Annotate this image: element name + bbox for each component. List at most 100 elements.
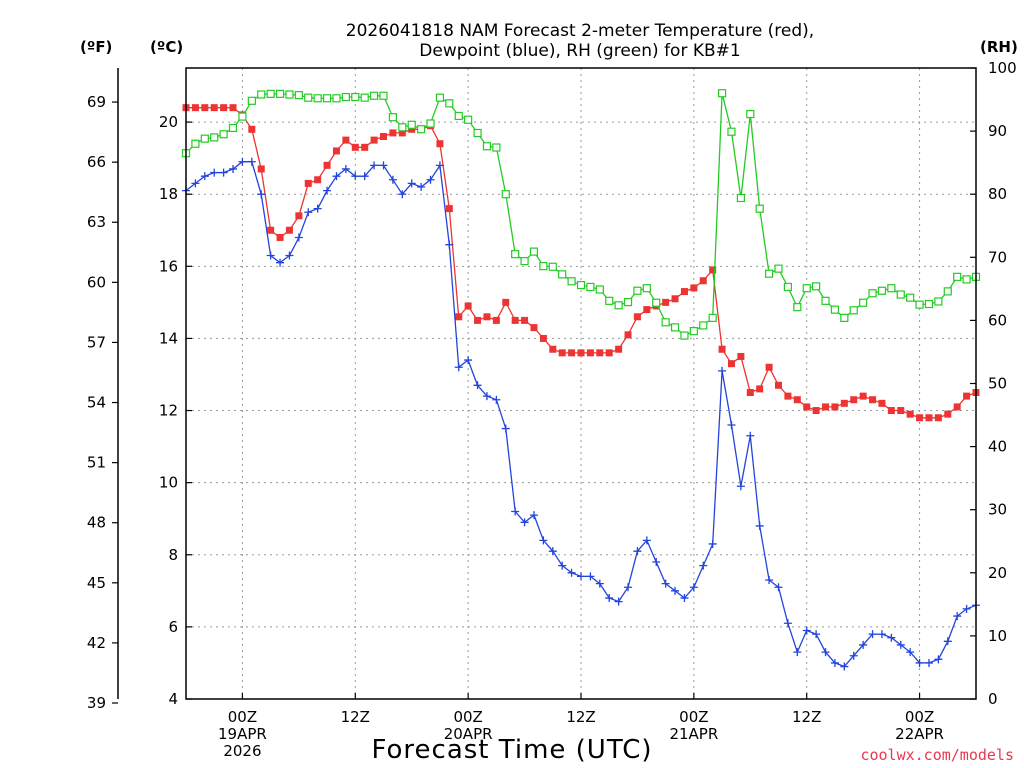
rh-point bbox=[774, 264, 783, 273]
rh-point bbox=[595, 285, 604, 294]
dewpoint-point bbox=[398, 190, 407, 199]
credit-link[interactable]: coolwx.com/models bbox=[860, 746, 1014, 764]
dewpoint-point bbox=[200, 172, 209, 181]
temperature-point bbox=[963, 392, 971, 400]
x-tick-label: 12Z bbox=[792, 708, 821, 726]
rh-tick-label: 70 bbox=[988, 248, 1007, 266]
rh-point bbox=[633, 286, 642, 295]
x-axis-label: Forecast Time (UTC) bbox=[371, 735, 652, 765]
dewpoint-point bbox=[529, 511, 538, 520]
x-tick-label: 00Z bbox=[905, 708, 934, 726]
rh-point bbox=[511, 250, 520, 259]
dewpoint-point bbox=[680, 594, 689, 603]
rh-point bbox=[200, 134, 209, 143]
dewpoint-point bbox=[671, 586, 680, 595]
dewpoint-point bbox=[520, 518, 529, 527]
rh-point bbox=[191, 139, 200, 148]
dewpoint-point bbox=[859, 640, 868, 649]
dewpoint-point bbox=[492, 395, 501, 404]
dewpoint-point bbox=[812, 630, 821, 639]
dewpoint-point bbox=[821, 648, 830, 657]
dewpoint-point bbox=[577, 572, 585, 581]
rh-point bbox=[501, 190, 510, 199]
temperature-point bbox=[370, 136, 378, 144]
rh-point bbox=[398, 123, 407, 132]
rh-tick-label: 30 bbox=[988, 501, 1007, 519]
dewpoint-point bbox=[736, 482, 745, 491]
dewpoint-point bbox=[482, 392, 491, 401]
dewpoint-point bbox=[755, 521, 764, 530]
dewpoint-point bbox=[633, 547, 642, 556]
dewpoint-point bbox=[708, 539, 717, 548]
x-tick-label: 00Z bbox=[453, 708, 482, 726]
dewpoint-point bbox=[586, 572, 595, 581]
temperature-point bbox=[671, 295, 679, 303]
temperature-point bbox=[869, 396, 877, 404]
fahrenheit-tick-label: 63 bbox=[87, 213, 106, 231]
rh-point bbox=[417, 125, 426, 134]
dewpoint-point bbox=[548, 547, 557, 556]
rh-point bbox=[652, 298, 661, 307]
dewpoint-point bbox=[830, 658, 839, 667]
rh-point bbox=[783, 282, 793, 292]
rh-point bbox=[435, 93, 445, 102]
dewpoint-point bbox=[924, 658, 933, 667]
rh-point bbox=[605, 296, 614, 305]
dewpoint-point bbox=[407, 179, 416, 188]
temperature-point bbox=[276, 233, 284, 241]
rh-point bbox=[454, 111, 463, 121]
temperature-point bbox=[511, 316, 519, 324]
temperature-point bbox=[408, 125, 416, 133]
temperature-point bbox=[615, 345, 623, 353]
dewpoint-point bbox=[934, 655, 943, 664]
rh-point bbox=[492, 143, 501, 152]
x-tick-label: 21APR bbox=[669, 725, 718, 743]
dewpoint-point bbox=[699, 561, 708, 570]
rh-point bbox=[520, 256, 529, 266]
fahrenheit-tick-label: 66 bbox=[87, 153, 106, 171]
x-tick-label: 19APR bbox=[218, 725, 267, 743]
dewpoint-point bbox=[689, 583, 698, 592]
rh-tick-label: 90 bbox=[988, 122, 1007, 140]
rh-point bbox=[802, 284, 811, 293]
x-tick-label: 00Z bbox=[228, 708, 257, 726]
dewpoint-point bbox=[558, 561, 567, 570]
temperature-point bbox=[455, 313, 463, 321]
temperature-point bbox=[746, 389, 754, 397]
fahrenheit-tick-label: 69 bbox=[87, 93, 106, 111]
temperature-point bbox=[323, 161, 331, 169]
fahrenheit-tick-label: 42 bbox=[87, 634, 106, 652]
temperature-point bbox=[577, 349, 585, 357]
dewpoint-point bbox=[323, 186, 332, 195]
temperature-point bbox=[586, 349, 594, 357]
temperature-point bbox=[765, 363, 773, 371]
rh-point bbox=[473, 128, 482, 138]
dewpoint-point bbox=[388, 175, 397, 184]
temperature-line bbox=[186, 107, 977, 419]
dewpoint-point bbox=[906, 648, 915, 657]
dewpoint-point bbox=[351, 172, 360, 181]
dewpoint-point bbox=[614, 597, 623, 606]
x-tick-label: 22APR bbox=[895, 725, 944, 743]
dewpoint-point bbox=[953, 612, 962, 621]
dewpoint-point bbox=[727, 420, 736, 429]
dewpoint-point bbox=[652, 557, 661, 566]
rh-point bbox=[614, 301, 623, 310]
rh-point bbox=[360, 93, 369, 102]
series-layer bbox=[181, 89, 981, 671]
dewpoint-point bbox=[746, 431, 755, 440]
chart-title-line-2: Dewpoint (blue), RH (green) for KB#1 bbox=[419, 41, 740, 61]
x-tick-label: 12Z bbox=[566, 708, 595, 726]
rh-point bbox=[567, 277, 576, 286]
rh-axis-unit: (RH) bbox=[980, 38, 1018, 56]
dewpoint-point bbox=[341, 164, 350, 173]
dewpoint-point bbox=[511, 507, 520, 516]
rh-point bbox=[934, 297, 943, 306]
temperature-point bbox=[784, 392, 792, 400]
temperature-point bbox=[850, 396, 858, 404]
dewpoint-point bbox=[943, 637, 952, 646]
rh-point bbox=[661, 318, 670, 327]
temperature-point bbox=[775, 381, 782, 389]
rh-point bbox=[304, 93, 313, 102]
